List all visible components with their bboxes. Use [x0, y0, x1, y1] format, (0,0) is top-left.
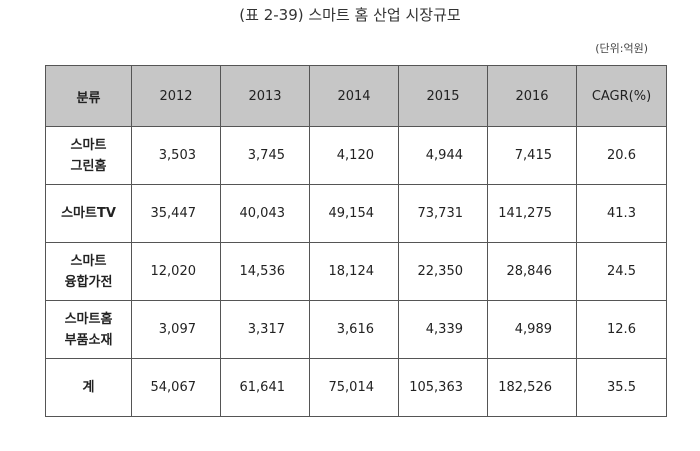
value-cell: 18,124 — [309, 242, 399, 301]
table-header-row: 분류 2012 2013 2014 2015 2016 CAGR(%) — [45, 65, 667, 127]
category-line: 스마트 — [70, 253, 107, 269]
table-title: (표 2-39) 스마트 홈 산업 시장규모 — [239, 6, 461, 24]
table-row: 스마트TV 35,447 40,043 49,154 73,731 141,27… — [45, 184, 667, 243]
header-year-2012: 2012 — [131, 65, 221, 127]
category-cell: 스마트홈 부품소재 — [45, 300, 132, 359]
category-line: 계 — [82, 380, 95, 395]
unit-label: (단위:억원) — [595, 42, 648, 55]
value-cell: 40,043 — [220, 184, 310, 243]
category-line: 융합가전 — [64, 274, 113, 290]
category-line: 그린홈 — [70, 158, 107, 174]
value-cell: 4,339 — [398, 300, 488, 359]
cagr-cell: 35.5 — [576, 358, 667, 417]
value-cell: 3,317 — [220, 300, 310, 359]
header-year-2016: 2016 — [487, 65, 577, 127]
value-cell: 12,020 — [131, 242, 221, 301]
value-cell: 3,097 — [131, 300, 221, 359]
value-cell: 4,120 — [309, 126, 399, 185]
value-cell: 49,154 — [309, 184, 399, 243]
value-cell: 22,350 — [398, 242, 488, 301]
header-category: 분류 — [45, 65, 132, 127]
cagr-cell: 24.5 — [576, 242, 667, 301]
market-size-table: 분류 2012 2013 2014 2015 2016 CAGR(%) 스마트 … — [45, 65, 667, 417]
value-cell: 35,447 — [131, 184, 221, 243]
value-cell: 73,731 — [398, 184, 488, 243]
table-row-total: 계 54,067 61,641 75,014 105,363 182,526 3… — [45, 358, 667, 417]
cagr-cell: 12.6 — [576, 300, 667, 359]
category-line: 스마트TV — [61, 206, 116, 221]
header-year-2014: 2014 — [309, 65, 399, 127]
value-cell: 3,503 — [131, 126, 221, 185]
value-cell: 14,536 — [220, 242, 310, 301]
cagr-cell: 20.6 — [576, 126, 667, 185]
category-cell: 스마트 융합가전 — [45, 242, 132, 301]
category-line: 부품소재 — [64, 332, 113, 348]
value-cell: 7,415 — [487, 126, 577, 185]
header-year-2013: 2013 — [220, 65, 310, 127]
value-cell: 4,944 — [398, 126, 488, 185]
value-cell: 3,616 — [309, 300, 399, 359]
header-cagr: CAGR(%) — [576, 65, 667, 127]
value-cell: 105,363 — [398, 358, 488, 417]
header-year-2015: 2015 — [398, 65, 488, 127]
table-row: 스마트 융합가전 12,020 14,536 18,124 22,350 28,… — [45, 242, 667, 301]
category-cell: 스마트 그린홈 — [45, 126, 132, 185]
value-cell: 75,014 — [309, 358, 399, 417]
category-cell: 계 — [45, 358, 132, 417]
cagr-cell: 41.3 — [576, 184, 667, 243]
value-cell: 54,067 — [131, 358, 221, 417]
table-row: 스마트 그린홈 3,503 3,745 4,120 4,944 7,415 20… — [45, 126, 667, 185]
value-cell: 3,745 — [220, 126, 310, 185]
value-cell: 141,275 — [487, 184, 577, 243]
category-line: 스마트 — [70, 137, 107, 153]
category-line: 스마트홈 — [64, 311, 113, 327]
value-cell: 28,846 — [487, 242, 577, 301]
table-row: 스마트홈 부품소재 3,097 3,317 3,616 4,339 4,989 … — [45, 300, 667, 359]
category-cell: 스마트TV — [45, 184, 132, 243]
value-cell: 61,641 — [220, 358, 310, 417]
value-cell: 4,989 — [487, 300, 577, 359]
value-cell: 182,526 — [487, 358, 577, 417]
